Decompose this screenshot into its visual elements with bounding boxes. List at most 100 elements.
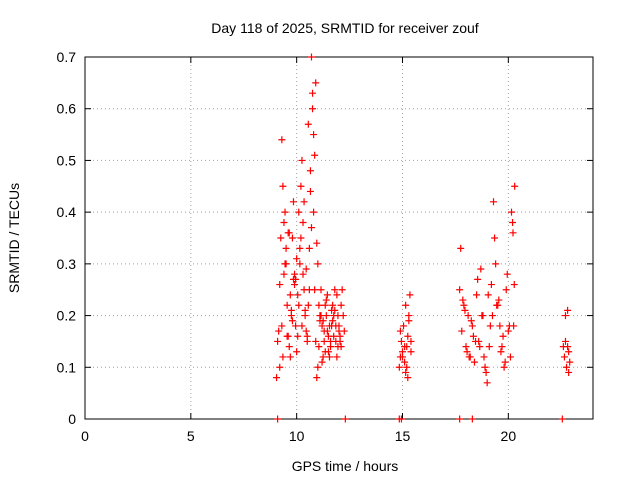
data-point	[508, 208, 516, 216]
data-point	[274, 337, 282, 345]
data-point	[404, 332, 412, 340]
data-point	[474, 275, 482, 283]
data-point	[456, 286, 464, 294]
y-axis-label: SRMTID / TECUs	[6, 183, 22, 293]
data-point	[499, 332, 507, 340]
data-point	[472, 337, 480, 345]
data-point	[300, 198, 308, 206]
data-point	[500, 363, 508, 371]
data-point	[481, 363, 489, 371]
data-point	[319, 317, 327, 325]
data-point	[323, 291, 331, 299]
data-point	[509, 229, 517, 237]
data-point	[333, 353, 341, 361]
data-point	[281, 208, 289, 216]
data-point	[505, 322, 513, 330]
data-point	[483, 379, 491, 387]
data-point	[564, 306, 572, 314]
data-point	[488, 312, 496, 320]
data-point	[480, 353, 488, 361]
data-point	[286, 291, 294, 299]
data-point	[320, 337, 328, 345]
y-tick-label: 0.2	[57, 308, 77, 324]
data-point	[334, 343, 342, 351]
data-point	[303, 332, 311, 340]
data-point	[288, 317, 296, 325]
chart-title: Day 118 of 2025, SRMTID for receiver zou…	[211, 20, 479, 36]
x-tick-label: 0	[81, 428, 89, 444]
data-point	[565, 348, 573, 356]
data-point	[484, 291, 492, 299]
data-point	[291, 270, 299, 278]
y-tick-label: 0	[68, 411, 76, 427]
data-point	[401, 358, 409, 366]
data-point	[335, 327, 343, 335]
y-tick-label: 0.5	[57, 152, 77, 168]
data-point	[296, 244, 304, 252]
data-point	[318, 322, 326, 330]
data-point	[285, 343, 293, 351]
data-point	[510, 281, 518, 289]
data-points	[273, 53, 574, 423]
y-tick-label: 0.7	[57, 49, 77, 65]
data-point	[306, 187, 314, 195]
data-point	[273, 374, 281, 382]
data-point	[318, 358, 326, 366]
data-point	[404, 374, 412, 382]
data-point	[294, 332, 302, 340]
data-point	[496, 322, 504, 330]
grid-lines	[85, 57, 593, 419]
data-point	[458, 327, 466, 335]
data-point	[309, 89, 317, 97]
data-point	[561, 312, 569, 320]
data-point	[467, 317, 475, 325]
data-point	[497, 348, 505, 356]
data-point	[468, 322, 476, 330]
data-point	[397, 337, 405, 345]
data-point	[564, 343, 572, 351]
data-point	[289, 275, 297, 283]
data-point	[336, 332, 344, 340]
data-point	[286, 353, 294, 361]
x-tick-label: 10	[289, 428, 305, 444]
y-tick-label: 0.3	[57, 256, 77, 272]
data-point	[306, 167, 314, 175]
data-point	[563, 363, 571, 371]
data-point	[283, 301, 291, 309]
y-tick-label: 0.4	[57, 204, 77, 220]
data-point	[395, 363, 403, 371]
data-point	[313, 239, 321, 247]
data-point	[561, 337, 569, 345]
data-point	[320, 327, 328, 335]
data-point	[476, 343, 484, 351]
data-point	[329, 317, 337, 325]
data-point	[469, 332, 477, 340]
x-tick-label: 15	[395, 428, 411, 444]
data-point	[487, 281, 495, 289]
data-point	[302, 265, 310, 273]
data-point	[281, 260, 289, 268]
data-point	[297, 234, 305, 242]
data-point	[282, 244, 290, 252]
data-point	[504, 327, 512, 335]
data-point	[280, 218, 288, 226]
data-point	[511, 182, 519, 190]
data-point	[402, 368, 410, 376]
data-point	[457, 244, 465, 252]
data-point	[493, 301, 501, 309]
data-point	[506, 353, 514, 361]
data-point	[462, 343, 470, 351]
data-point	[298, 156, 306, 164]
data-point	[313, 374, 321, 382]
data-point	[338, 286, 346, 294]
data-point	[285, 229, 293, 237]
data-point	[279, 353, 287, 361]
data-point	[473, 291, 481, 299]
y-tick-label: 0.6	[57, 101, 77, 117]
data-point	[492, 260, 500, 268]
data-point	[498, 343, 506, 351]
data-point	[328, 306, 336, 314]
data-point	[315, 343, 323, 351]
data-point	[502, 286, 510, 294]
